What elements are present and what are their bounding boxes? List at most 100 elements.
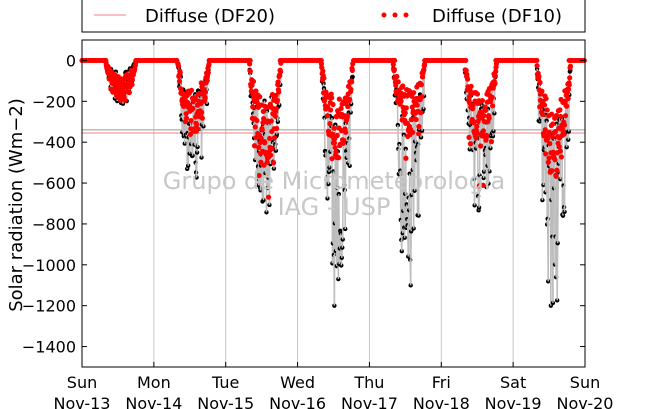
x-axis: Sun Nov-13 Mon Nov-14 Tue Nov-15 Wed Nov-16 Thu N… — [54, 40, 614, 409]
red-point — [273, 106, 279, 112]
y-tick-label: −200 — [32, 92, 76, 111]
red-point — [260, 108, 266, 115]
red-point — [129, 76, 135, 83]
red-point — [552, 157, 558, 163]
red-point — [390, 61, 396, 68]
red-point — [261, 116, 267, 122]
red-point — [343, 129, 349, 135]
red-point — [463, 67, 469, 74]
red-point — [463, 57, 469, 64]
red-point — [544, 107, 550, 113]
red-point — [465, 76, 471, 82]
red-point — [188, 118, 194, 124]
grey-segment — [568, 94, 571, 132]
red-point — [487, 98, 494, 105]
red-point — [264, 159, 270, 165]
red-point — [564, 103, 570, 109]
red-point — [540, 111, 546, 117]
red-point — [550, 149, 556, 155]
red-point — [188, 87, 195, 93]
red-point — [474, 91, 481, 97]
red-point — [332, 145, 338, 151]
red-point — [395, 79, 401, 85]
red-point — [481, 113, 487, 119]
y-tick-label: −1000 — [22, 256, 76, 275]
black-point — [339, 263, 344, 268]
red-point — [205, 70, 211, 76]
red-point — [475, 118, 481, 124]
red-point — [268, 118, 274, 124]
red-point — [418, 110, 424, 116]
grey-segment — [550, 199, 553, 306]
red-point — [318, 61, 325, 67]
red-point — [274, 97, 280, 103]
red-point — [567, 75, 573, 81]
red-point — [403, 105, 409, 111]
red-point — [467, 141, 474, 147]
red-point — [546, 129, 553, 135]
red-point — [195, 126, 201, 132]
red-point — [202, 89, 209, 95]
red-point — [344, 113, 351, 119]
red-point — [488, 139, 495, 145]
watermark-line-2: IAG - USP — [278, 193, 391, 221]
legend-dot-swatch — [403, 12, 409, 18]
red-point — [557, 148, 563, 154]
red-point — [329, 95, 335, 101]
red-point — [474, 130, 480, 136]
red-point — [253, 88, 259, 94]
red-point — [331, 140, 338, 146]
x-tick-day: Sun — [570, 373, 600, 392]
black-point — [336, 191, 342, 197]
black-point — [326, 181, 331, 187]
red-point — [552, 128, 559, 135]
red-point — [256, 144, 262, 151]
y-tick-label: −600 — [32, 174, 76, 193]
plot-frame — [81, 39, 586, 368]
red-point — [474, 123, 480, 130]
red-point — [190, 105, 196, 112]
red-point — [199, 115, 205, 121]
red-point — [254, 100, 260, 106]
red-point — [272, 113, 278, 119]
black-point — [467, 147, 472, 152]
red-point — [464, 71, 470, 77]
x-tick-date: Nov-19 — [485, 394, 542, 409]
red-point — [553, 173, 559, 179]
red-point — [558, 154, 565, 160]
red-point — [480, 182, 486, 188]
red-point — [544, 136, 551, 142]
red-point — [346, 96, 353, 102]
red-point — [328, 91, 334, 97]
x-tick-date: Nov-20 — [557, 394, 614, 409]
black-point — [416, 213, 421, 218]
red-point — [336, 155, 342, 161]
red-point — [192, 95, 198, 101]
red-point — [349, 67, 355, 73]
red-point — [549, 168, 555, 174]
y-axis: 0 −200 −400 −600 −800 −1000 −1200 −1400 — [22, 51, 585, 357]
red-point — [493, 68, 499, 74]
red-point — [418, 82, 425, 88]
red-point — [489, 103, 496, 109]
red-point — [549, 111, 555, 117]
red-point — [413, 116, 419, 123]
red-point — [259, 127, 265, 133]
red-point — [271, 135, 278, 141]
red-point — [268, 152, 274, 158]
x-tick-day: Wed — [280, 373, 315, 392]
red-point — [476, 183, 482, 189]
red-point — [421, 67, 427, 73]
red-point — [187, 131, 193, 138]
red-point — [257, 94, 263, 100]
y-tick-label: −400 — [32, 133, 76, 152]
red-point — [338, 105, 344, 112]
red-point — [567, 63, 574, 69]
red-point — [543, 95, 549, 102]
black-point — [350, 74, 355, 80]
red-point — [393, 82, 399, 89]
red-point — [471, 120, 477, 126]
red-point — [547, 141, 553, 147]
red-point — [416, 131, 422, 137]
